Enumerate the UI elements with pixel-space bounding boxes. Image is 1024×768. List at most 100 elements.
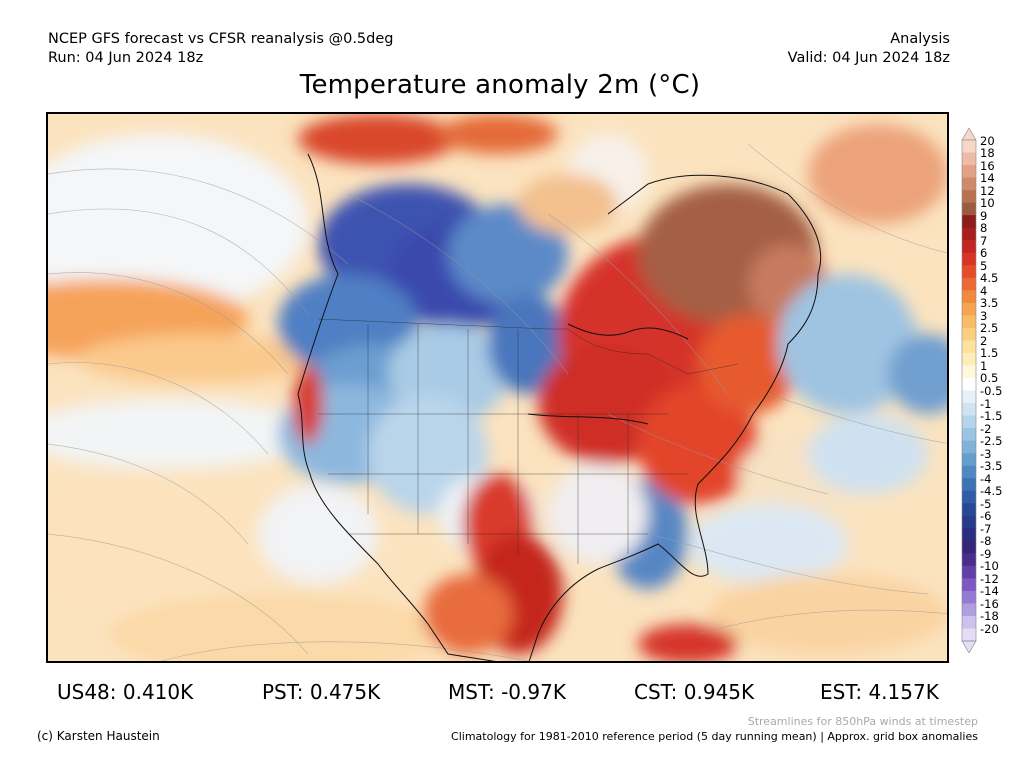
colorbar-swatch bbox=[962, 265, 976, 279]
colorbar-tick-label: -7 bbox=[980, 521, 992, 536]
colorbar-tick-label: -3 bbox=[980, 446, 992, 461]
colorbar-tick-label: 6 bbox=[980, 246, 988, 261]
colorbar-swatch bbox=[962, 403, 976, 416]
colorbar-swatch bbox=[962, 615, 976, 629]
colorbar-tick-label: -16 bbox=[980, 596, 999, 611]
header-left: NCEP GFS forecast vs CFSR reanalysis @0.… bbox=[48, 30, 393, 68]
colorbar-swatch bbox=[962, 565, 976, 579]
colorbar-tick-label: 3 bbox=[980, 308, 988, 323]
colorbar-tick-label: 4 bbox=[980, 283, 988, 298]
colorbar-tick-label: 5 bbox=[980, 258, 988, 273]
colorbar-swatch bbox=[962, 340, 976, 354]
colorbar-swatch bbox=[962, 515, 976, 529]
colorbar-tick-label: 9 bbox=[980, 208, 988, 223]
valid-time: Valid: 04 Jun 2024 18z bbox=[787, 50, 950, 66]
coastlines bbox=[297, 153, 822, 661]
colorbar-tick-label: 4.5 bbox=[980, 271, 999, 286]
colorbar-swatch bbox=[962, 152, 976, 166]
colorbar-tick-label: 7 bbox=[980, 233, 988, 248]
colorbar-swatch bbox=[962, 252, 976, 266]
colorbar-tick-label: -14 bbox=[980, 584, 999, 599]
colorbar-tick-label: 0.5 bbox=[980, 371, 999, 386]
colorbar-tick-label: -18 bbox=[980, 609, 999, 624]
colorbar-swatch bbox=[962, 315, 976, 329]
colorbar-swatch bbox=[962, 190, 976, 203]
colorbar-swatch bbox=[962, 302, 976, 316]
colorbar-swatch bbox=[962, 490, 976, 504]
colorbar-swatch bbox=[962, 628, 976, 642]
anomaly-map bbox=[46, 112, 949, 663]
colorbar-tick-label: -1.5 bbox=[980, 409, 1003, 424]
colorbar-swatch bbox=[962, 377, 976, 391]
colorbar-frame bbox=[961, 139, 977, 642]
colorbar-min-arrow bbox=[961, 640, 977, 653]
colorbar-swatch bbox=[962, 365, 976, 379]
colorbar-tick-label: -4 bbox=[980, 471, 992, 486]
colorbar-tick-label: 14 bbox=[980, 171, 995, 186]
colorbar-tick-label: -3.5 bbox=[980, 459, 1003, 474]
colorbar-swatch bbox=[962, 528, 976, 542]
colorbar-swatch bbox=[962, 440, 976, 454]
colorbar-tick-label: 1.5 bbox=[980, 346, 999, 361]
colorbar-tick-label: 8 bbox=[980, 221, 988, 236]
colorbar-tick-label: 1 bbox=[980, 358, 988, 373]
map-title: Temperature anomaly 2m (°C) bbox=[299, 70, 701, 100]
colorbar-tick-label: -0.5 bbox=[980, 384, 1003, 398]
colorbar-tick-label: -1 bbox=[980, 396, 992, 411]
colorbar-swatch bbox=[962, 277, 976, 291]
colorbar-swatch bbox=[962, 415, 976, 429]
colorbar-tick-label: -2 bbox=[980, 421, 992, 436]
colorbar-tick-label: 10 bbox=[980, 196, 995, 211]
colorbar-swatch bbox=[962, 553, 976, 567]
colorbar-swatch bbox=[962, 202, 976, 216]
colorbar-swatch bbox=[962, 590, 976, 604]
colorbar-swatch bbox=[962, 215, 976, 228]
colorbar-swatch bbox=[962, 540, 976, 554]
colorbar-max-arrow bbox=[961, 128, 977, 141]
stat-mst: MST: -0.97K bbox=[448, 680, 566, 704]
regional-stats: US48: 0.410K PST: 0.475K MST: -0.97K CST… bbox=[0, 680, 1024, 704]
colorbar-tick-label: 16 bbox=[980, 158, 995, 173]
anomaly-map-graphic bbox=[48, 114, 947, 661]
stat-pst: PST: 0.475K bbox=[262, 680, 381, 704]
analysis-label: Analysis bbox=[890, 31, 950, 47]
colorbar-swatch bbox=[962, 177, 976, 191]
wind-streamlines bbox=[48, 143, 947, 661]
colorbar-tick-label: -4.5 bbox=[980, 484, 1003, 499]
colorbar-swatch bbox=[962, 503, 976, 517]
colorbar-swatch bbox=[962, 453, 976, 466]
colorbar-tick-label: -2.5 bbox=[980, 434, 1003, 449]
colorbar-swatch bbox=[962, 352, 976, 366]
political-borders bbox=[317, 318, 739, 564]
colorbar-swatch bbox=[962, 290, 976, 304]
colorbar-swatch bbox=[962, 240, 976, 254]
colorbar-swatch bbox=[962, 465, 976, 479]
colorbar bbox=[961, 128, 977, 653]
streamline-note: Streamlines for 850hPa winds at timestep bbox=[747, 715, 978, 728]
stat-us48: US48: 0.410K bbox=[57, 680, 194, 704]
colorbar-tick-label: 3.5 bbox=[980, 296, 999, 311]
colorbar-tick-label: 12 bbox=[980, 183, 995, 198]
climatology-note: Climatology for 1981-2010 reference peri… bbox=[451, 730, 978, 743]
anomaly-field bbox=[48, 114, 947, 661]
model-description: NCEP GFS forecast vs CFSR reanalysis @0.… bbox=[48, 31, 394, 47]
colorbar-tick-label: -20 bbox=[980, 621, 999, 636]
header-right: Analysis Valid: 04 Jun 2024 18z bbox=[788, 30, 950, 68]
colorbar-tick-label: 2.5 bbox=[980, 321, 999, 336]
colorbar-swatch bbox=[962, 428, 976, 441]
colorbar-tick-label: -9 bbox=[980, 546, 992, 561]
colorbar-swatch bbox=[962, 227, 976, 241]
colorbar-tick-label: -6 bbox=[980, 509, 992, 524]
colorbar-tick-label: -8 bbox=[980, 534, 992, 549]
colorbar-swatch bbox=[962, 390, 976, 404]
colorbar-swatch bbox=[962, 578, 976, 592]
run-time: Run: 04 Jun 2024 18z bbox=[48, 50, 204, 66]
colorbar-tick-label: -12 bbox=[980, 571, 999, 586]
colorbar-swatch bbox=[962, 603, 976, 617]
colorbar-tick-label: -5 bbox=[980, 496, 992, 511]
colorbar-swatch bbox=[962, 478, 976, 491]
colorbar-swatch bbox=[962, 327, 976, 341]
colorbar-tick-label: 20 bbox=[980, 133, 995, 148]
colorbar-tick-label: 2 bbox=[980, 333, 988, 348]
stat-cst: CST: 0.945K bbox=[634, 680, 755, 704]
